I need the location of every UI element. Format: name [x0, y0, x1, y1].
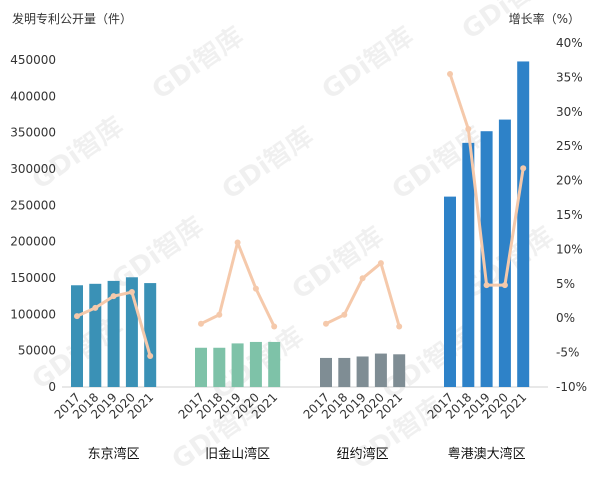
bar-series	[71, 61, 530, 387]
right-tick-9: 35%	[556, 70, 583, 84]
left-tick-3: 150000	[10, 271, 56, 285]
growth-point-0-4	[147, 353, 154, 360]
growth-point-2-3	[377, 260, 384, 267]
bar-1-1	[213, 347, 226, 387]
right-tick-4: 10%	[556, 242, 583, 256]
growth-point-3-0	[447, 70, 453, 77]
growth-point-2-1	[341, 311, 348, 318]
bar-0-4	[144, 283, 157, 387]
right-tick-6: 20%	[556, 174, 583, 188]
right-axis: -10% -5% 0% 5% 10% 15% 20% 25% 30% 35% 40%	[556, 36, 587, 394]
right-tick-5: 15%	[556, 208, 583, 222]
bar-2-4	[393, 354, 406, 387]
growth-point-1-4	[271, 323, 278, 330]
growth-point-2-0	[323, 320, 329, 327]
left-tick-5: 250000	[10, 198, 56, 212]
left-tick-8: 400000	[10, 89, 56, 103]
bar-1-4	[268, 341, 281, 387]
bar-0-0	[71, 285, 83, 387]
right-tick-10: 40%	[556, 36, 583, 50]
watermark-4: GDi智库	[217, 122, 319, 206]
growth-point-3-3	[501, 282, 508, 289]
bar-2-1	[338, 357, 351, 387]
growth-point-0-3	[128, 289, 135, 296]
growth-point-1-2	[234, 239, 241, 246]
right-tick-2: 0%	[556, 311, 575, 325]
right-tick-3: 5%	[556, 277, 575, 291]
watermark-7: GDi智库	[287, 222, 389, 306]
watermark-1: GDi智库	[317, 22, 419, 106]
bar-0-2	[107, 280, 120, 387]
left-tick-2: 100000	[10, 307, 56, 321]
growth-point-3-4	[520, 165, 527, 172]
group-label-0: 东京湾区	[88, 446, 140, 462]
growth-point-1-1	[216, 311, 223, 318]
right-tick-1: -5%	[556, 346, 579, 360]
bar-0-3	[125, 277, 138, 387]
left-axis: 0 50000 100000 150000 200000 250000 300000 3500…	[10, 53, 56, 394]
bar-1-0	[195, 347, 207, 387]
bar-2-3	[374, 353, 387, 387]
left-tick-4: 200000	[10, 235, 56, 249]
right-tick-0: -10%	[556, 380, 587, 394]
growth-point-1-3	[252, 285, 259, 292]
bar-3-2	[480, 131, 493, 387]
bar-2-2	[356, 356, 369, 387]
growth-point-2-2	[359, 275, 366, 282]
bar-3-0	[444, 196, 456, 387]
bar-3-1	[462, 142, 475, 387]
watermark-0: GDi智库	[147, 22, 249, 106]
bar-1-3	[249, 341, 262, 387]
watermark-3: GDi智库	[27, 112, 129, 196]
right-tick-8: 30%	[556, 105, 583, 119]
bar-1-2	[231, 343, 244, 387]
bar-3-4	[517, 61, 530, 387]
left-tick-1: 50000	[18, 344, 56, 358]
growth-point-3-2	[483, 282, 490, 289]
left-tick-9: 450000	[10, 53, 56, 67]
watermark-6: GDi智库	[107, 212, 209, 296]
group-labels: 东京湾区 旧金山湾区 纽约湾区 粤港澳大湾区	[88, 446, 526, 462]
growth-point-0-0	[74, 313, 80, 320]
group-label-2: 纽约湾区	[337, 446, 389, 462]
group-label-3: 粤港澳大湾区	[448, 446, 526, 462]
bar-2-0	[320, 357, 332, 387]
growth-line-1	[200, 241, 276, 328]
growth-point-1-0	[198, 320, 204, 327]
left-tick-0: 0	[48, 380, 56, 394]
group-label-1: 旧金山湾区	[205, 446, 270, 462]
left-axis-title: 发明专利公开量（件）	[12, 11, 132, 26]
right-axis-title: 增长率（%）	[509, 11, 580, 26]
growth-point-3-1	[465, 126, 472, 132]
right-tick-7: 25%	[556, 139, 583, 153]
growth-lines	[74, 70, 527, 360]
growth-point-2-4	[396, 323, 403, 330]
growth-point-0-2	[110, 293, 117, 300]
left-tick-7: 350000	[10, 126, 56, 140]
bar-3-3	[498, 119, 511, 387]
left-tick-6: 300000	[10, 162, 56, 176]
growth-point-0-1	[92, 304, 99, 311]
bar-0-1	[89, 283, 102, 387]
